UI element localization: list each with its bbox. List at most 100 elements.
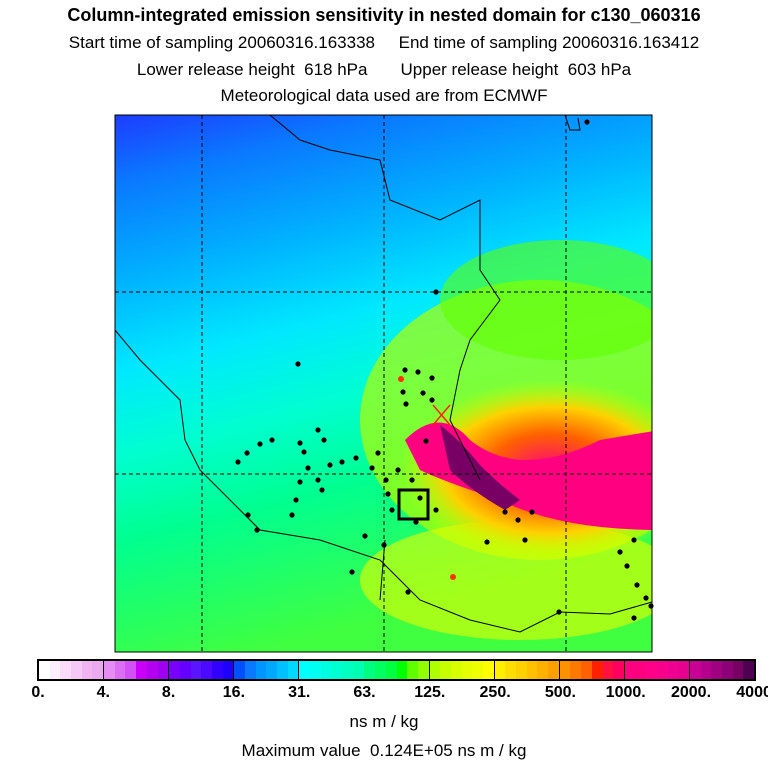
colorbar-tick-label: 4000. xyxy=(736,684,768,701)
station-dot xyxy=(319,487,325,493)
station-dot xyxy=(297,479,303,485)
station-dot xyxy=(301,449,307,455)
colorbar-cell xyxy=(602,661,614,679)
colorbar-cell xyxy=(581,661,592,679)
colorbar-segment xyxy=(559,661,625,679)
colorbar-cell xyxy=(266,661,278,679)
colorbar-cell xyxy=(678,661,689,679)
colorbar-tick-label: 0. xyxy=(31,684,45,701)
colorbar-tick-label: 1000. xyxy=(605,684,646,701)
colorbar-cell xyxy=(157,661,169,679)
colorbar-cell xyxy=(352,661,364,679)
colorbar-cell xyxy=(472,661,483,679)
station-markers xyxy=(235,119,654,621)
colorbar-tick-label: 16. xyxy=(222,684,246,701)
station-dot xyxy=(295,361,301,367)
station-dot xyxy=(385,491,391,497)
colorbar-tick-label: 63. xyxy=(353,684,376,701)
colorbar-segment xyxy=(364,661,430,679)
station-dot xyxy=(339,459,345,465)
station-dot xyxy=(423,438,429,444)
maximum-value: Maximum value 0.124E+05 ns m / kg xyxy=(241,741,527,760)
colorbar-cell xyxy=(440,661,451,679)
colorbar-cell xyxy=(461,661,473,679)
colorbar-cell xyxy=(613,661,624,679)
station-dot xyxy=(529,509,535,515)
colorbar-cell xyxy=(81,661,93,679)
colorbar-segment xyxy=(299,661,365,679)
station-dot xyxy=(327,462,333,468)
colorbar-cell xyxy=(516,661,527,679)
station-dot xyxy=(648,603,654,609)
colorbar-cell xyxy=(656,661,668,679)
station-dot xyxy=(484,539,490,545)
colorbar-tick-label: 250. xyxy=(479,684,511,701)
station-dot xyxy=(315,427,321,433)
country-borders xyxy=(114,114,653,633)
station-dot xyxy=(395,467,401,473)
colorbar-cell xyxy=(700,661,712,679)
colorbar-cell xyxy=(104,661,115,679)
cross-marker xyxy=(432,404,451,426)
grid-lines xyxy=(115,115,652,652)
colorbar xyxy=(37,659,756,681)
sampling-time: Start time of sampling 20060316.163338 E… xyxy=(68,33,700,52)
station-dot xyxy=(584,119,590,125)
station-dot xyxy=(433,507,439,513)
colorbar-cell xyxy=(114,661,126,679)
map-frame xyxy=(114,114,653,653)
colorbar-cell xyxy=(179,661,191,679)
colorbar-cell xyxy=(722,661,733,679)
colorbar-cell xyxy=(136,661,147,679)
colorbar-cell xyxy=(211,661,223,679)
colorbar-cell xyxy=(570,661,582,679)
colorbar-cell xyxy=(342,661,353,679)
station-dot xyxy=(631,537,637,543)
colorbar-cell xyxy=(559,661,571,679)
station-dot xyxy=(353,455,359,461)
release-marker xyxy=(398,376,404,382)
colorbar-tick-label: 31. xyxy=(288,684,311,701)
colorbar-cell xyxy=(277,661,288,679)
station-dot xyxy=(321,437,327,443)
station-dot xyxy=(254,527,260,533)
colorbar-tick-label: 4. xyxy=(96,684,110,701)
colorbar-cell xyxy=(429,661,441,679)
station-dot xyxy=(522,537,528,543)
colorbar-cell xyxy=(92,661,104,679)
station-dot xyxy=(409,477,415,483)
colorbar-cell xyxy=(494,661,506,679)
station-dot xyxy=(383,477,389,483)
station-dot xyxy=(389,507,395,513)
station-dot xyxy=(634,582,640,588)
station-dot xyxy=(349,569,355,575)
station-dot xyxy=(617,549,623,555)
colorbar-cell xyxy=(407,661,418,679)
colorbar-cell xyxy=(385,661,397,679)
colorbar-cell xyxy=(505,661,517,679)
colorbar-cell xyxy=(320,661,332,679)
colorbar-segment xyxy=(494,661,560,679)
station-dot xyxy=(293,497,299,503)
colorbar-cell xyxy=(396,661,408,679)
station-dot xyxy=(556,609,562,615)
colorbar-segment xyxy=(234,661,300,679)
colorbar-cell xyxy=(255,661,267,679)
colorbar-cell xyxy=(417,661,429,679)
release-marker xyxy=(450,574,456,580)
colorbar-segment xyxy=(39,661,105,679)
met-data-source: Meteorological data used are from ECMWF xyxy=(220,86,548,105)
colorbar-cell xyxy=(624,661,636,679)
station-dot xyxy=(417,495,423,501)
colorbar-units: ns m / kg xyxy=(349,712,419,731)
station-dot xyxy=(400,389,406,395)
station-dot xyxy=(403,401,409,407)
colorbar-cell xyxy=(125,661,137,679)
plot-title: Column-integrated emission sensitivity i… xyxy=(67,5,701,25)
colorbar-segment xyxy=(689,661,755,679)
colorbar-cell xyxy=(591,661,603,679)
station-dot xyxy=(624,563,630,569)
station-dot xyxy=(502,509,508,515)
colorbar-cell xyxy=(483,661,494,679)
